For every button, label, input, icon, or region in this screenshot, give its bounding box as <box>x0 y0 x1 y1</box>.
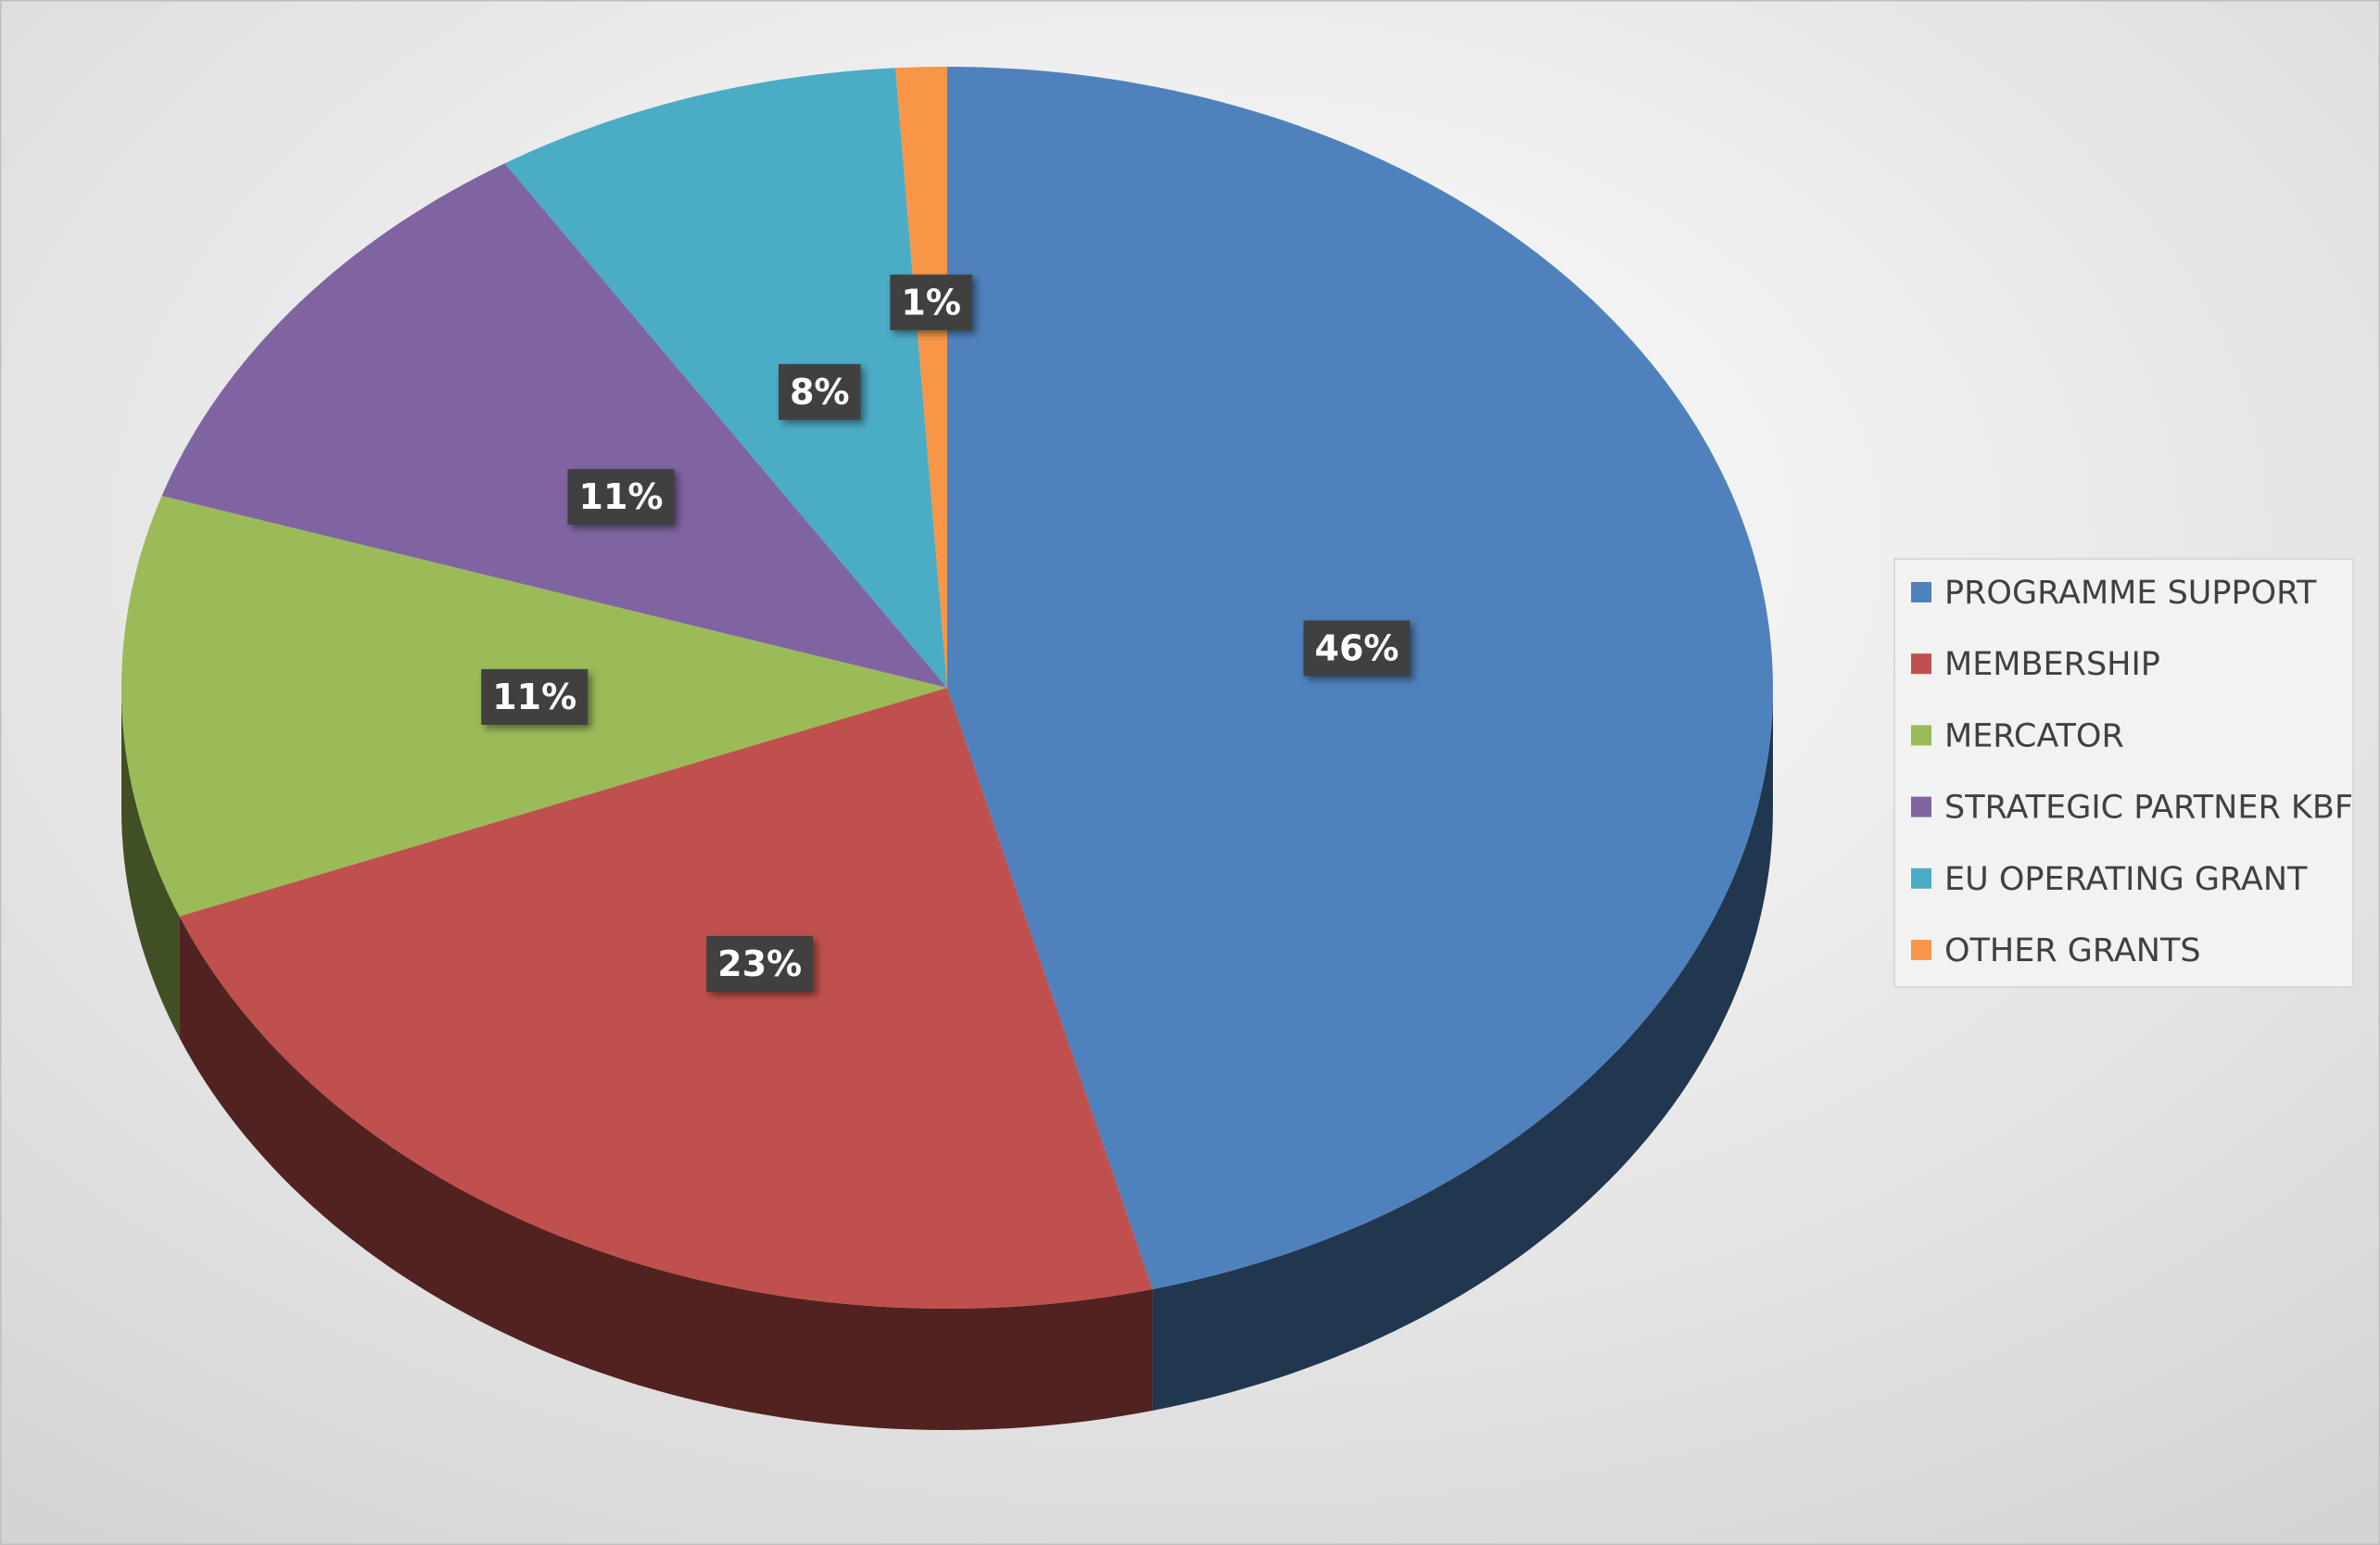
pie-side <box>179 916 1153 1430</box>
pie-side <box>1152 688 1773 1411</box>
pie-sides <box>121 688 1773 1430</box>
data-label-text: 11% <box>579 476 664 517</box>
data-label-text: 11% <box>492 677 576 717</box>
legend-label: PROGRAMME SUPPORT <box>1944 575 2317 612</box>
data-label-box <box>890 274 972 331</box>
data-label: 46% <box>1303 620 1411 677</box>
data-label-box <box>779 363 861 420</box>
pie-slice <box>947 67 1773 1289</box>
pie-slice <box>895 67 947 688</box>
legend-label: STRATEGIC PARTNER KBF <box>1944 790 2353 827</box>
legend-swatch <box>1911 796 1931 817</box>
legend-swatch <box>1911 653 1931 675</box>
data-label: 23% <box>706 935 814 992</box>
data-label-text: 23% <box>717 943 802 984</box>
data-label: 11% <box>567 469 675 526</box>
data-label: 8% <box>779 363 861 420</box>
legend-box <box>1893 558 2354 988</box>
legend-label: EU OPERATING GRANT <box>1944 861 2308 898</box>
legend-swatch <box>1911 867 1931 889</box>
data-label-box <box>1303 620 1411 677</box>
legend-swatch <box>1911 725 1931 746</box>
data-label-box <box>481 669 589 726</box>
pie-side <box>121 688 180 1038</box>
data-label-box <box>706 935 814 992</box>
legend-label: MERCATOR <box>1944 717 2124 754</box>
data-label-text: 46% <box>1315 628 1399 669</box>
pie-slice <box>504 68 947 689</box>
pie-slice <box>161 163 948 689</box>
legend-label: OTHER GRANTS <box>1944 932 2201 969</box>
data-label-text: 8% <box>790 372 850 412</box>
legend-swatch <box>1911 940 1931 960</box>
pie-slice <box>179 688 1153 1309</box>
data-label: 1% <box>890 274 972 331</box>
legend-label: MEMBERSHIP <box>1944 646 2160 683</box>
legend-swatch <box>1911 582 1931 602</box>
data-label: 11% <box>481 669 589 726</box>
data-label-box <box>567 469 675 526</box>
data-label-text: 1% <box>901 282 961 323</box>
